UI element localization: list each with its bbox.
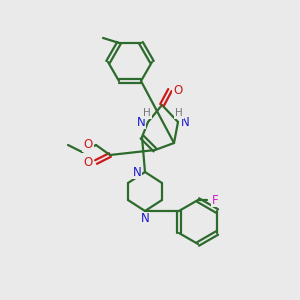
- Text: N: N: [181, 116, 189, 128]
- Text: O: O: [83, 139, 93, 152]
- Text: N: N: [141, 212, 149, 226]
- Text: H: H: [175, 108, 183, 118]
- Text: N: N: [133, 166, 141, 178]
- Text: O: O: [83, 155, 93, 169]
- Text: O: O: [173, 83, 183, 97]
- Text: F: F: [212, 194, 218, 206]
- Text: H: H: [143, 108, 151, 118]
- Text: N: N: [136, 116, 146, 128]
